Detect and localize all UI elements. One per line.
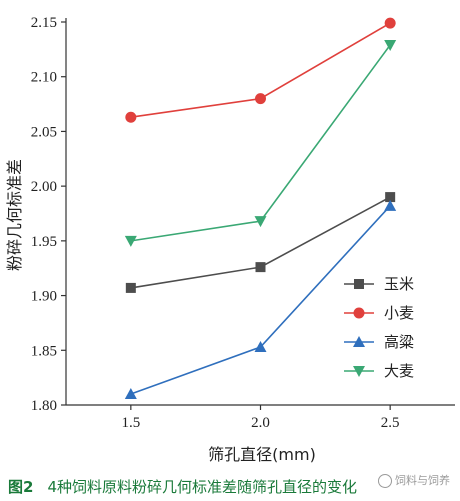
y-tick-label: 1.90: [31, 289, 57, 305]
data-point: [125, 111, 137, 123]
legend-label: 高粱: [384, 333, 414, 351]
watermark: 饲料与饲养: [374, 470, 454, 490]
data-point: [124, 388, 137, 400]
data-point: [124, 235, 137, 247]
x-tick-label: 1.5: [121, 415, 140, 431]
figure-caption-text: 4种饲料原料粉碎几何标准差随筛孔直径的变化: [47, 478, 357, 496]
legend-item: 高粱: [344, 333, 414, 351]
series-line: [130, 205, 391, 395]
legend-label: 大麦: [384, 362, 414, 380]
data-point: [125, 282, 136, 293]
watermark-text: 饲料与饲养: [395, 474, 450, 487]
legend-marker: [353, 336, 365, 347]
y-axis-title: 粉碎几何标准差: [5, 159, 24, 271]
y-tick-label: 1.80: [31, 398, 57, 414]
legend-marker: [353, 366, 365, 377]
y-tick-label: 2.15: [31, 15, 57, 31]
legend-marker: [354, 279, 364, 289]
x-tick-label: 2.0: [251, 415, 270, 431]
series-line: [130, 196, 391, 289]
legend-item: 小麦: [344, 304, 414, 322]
x-tick-label: 2.5: [381, 415, 400, 431]
wechat-icon: [378, 474, 392, 488]
data-point: [254, 216, 267, 228]
axes: 1.80 1.85 1.90 1.95 2.00 2.05 2.10 2.15 1.5 2.0 2.…: [31, 15, 455, 431]
line-chart: 1.80 1.85 1.90 1.95 2.00 2.05 2.10 2.15 1.5 2.0 2.…: [5, 15, 455, 464]
legend-label: 小麦: [384, 304, 414, 322]
data-point: [384, 199, 397, 211]
legend-label: 玉米: [384, 275, 414, 293]
data-point: [255, 93, 266, 105]
data-point: [384, 39, 397, 51]
series-3: [124, 39, 397, 247]
data-point: [385, 192, 396, 203]
series-line: [130, 44, 391, 242]
series-layer: [124, 17, 397, 400]
data-point: [254, 341, 267, 353]
legend-marker: [353, 307, 365, 319]
figure-caption: 图2 4种饲料原料粉碎几何标准差随筛孔直径的变化: [8, 476, 460, 497]
legend-item: 玉米: [344, 275, 414, 293]
y-tick-label: 2.05: [31, 124, 57, 140]
y-tick-label: 2.10: [31, 70, 57, 86]
data-point: [384, 17, 396, 29]
y-tick-label: 2.00: [31, 179, 57, 195]
data-point: [255, 262, 266, 273]
y-tick-label: 1.95: [31, 234, 57, 250]
x-axis-title: 筛孔直径(mm): [208, 445, 316, 464]
figure-number: 图2: [8, 478, 34, 496]
y-tick-label: 1.85: [31, 343, 57, 359]
series-2: [124, 199, 397, 400]
series-1: [125, 17, 396, 123]
legend-item: 大麦: [344, 362, 414, 380]
series-0: [125, 192, 396, 293]
